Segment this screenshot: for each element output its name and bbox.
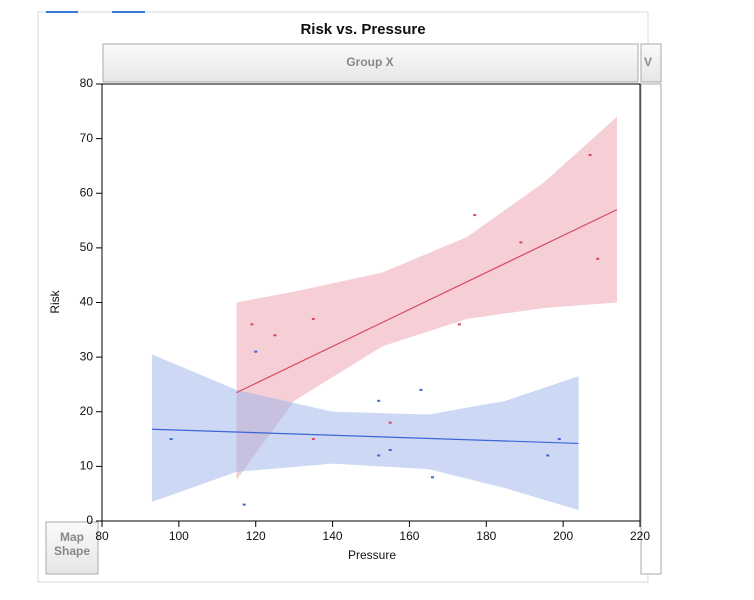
tab-mark (112, 11, 145, 13)
chart-title: Risk vs. Pressure (300, 21, 425, 38)
point (457, 323, 461, 326)
confidence-band (236, 116, 617, 481)
x-axis-label: Pressure (348, 548, 396, 562)
point (311, 317, 315, 320)
x-tick-label: 180 (476, 529, 496, 543)
x-tick-label: 80 (95, 529, 109, 543)
fit-line (151, 428, 579, 445)
x-tick-label: 220 (630, 529, 650, 543)
y-tick-label: 0 (86, 513, 93, 527)
y-tick-label: 40 (80, 295, 94, 309)
point (430, 476, 434, 479)
y-tick-label: 30 (80, 349, 94, 363)
point (596, 257, 600, 260)
confidence-band (151, 354, 579, 511)
point (519, 241, 523, 244)
y-axis-label: Risk (48, 289, 62, 313)
x-tick-label: 120 (246, 529, 266, 543)
point (254, 350, 258, 353)
anchor (0, 0, 1, 1)
point (388, 448, 392, 451)
group-label: Group X (346, 55, 393, 69)
button-wrap: Map Shape (53, 530, 90, 558)
x-tick-label: 200 (553, 529, 573, 543)
map-shape-button[interactable] (45, 521, 99, 575)
point (377, 399, 381, 402)
point (473, 214, 477, 217)
point (388, 421, 392, 424)
y-tick-label: 70 (80, 131, 94, 145)
group-header (102, 43, 639, 83)
point (546, 454, 550, 457)
y-tick-label: 10 (80, 459, 94, 473)
point (377, 454, 381, 457)
y-tick-label: 80 (80, 76, 94, 90)
x-tick-label: 100 (169, 529, 189, 543)
group-label: V (644, 55, 652, 69)
tab-mark (46, 11, 78, 13)
next-panel (640, 83, 662, 575)
fit-line (236, 209, 618, 394)
point (557, 438, 561, 441)
y-tick-label: 50 (80, 240, 94, 254)
y-tick-label: 20 (80, 404, 94, 418)
point (169, 438, 173, 441)
point (250, 323, 254, 326)
point (419, 388, 423, 391)
point (588, 154, 592, 157)
y-tick-label: 60 (80, 185, 94, 199)
x-tick-label: 140 (323, 529, 343, 543)
point (273, 334, 277, 337)
group-header (640, 43, 662, 83)
x-tick-label: 160 (399, 529, 419, 543)
point (311, 438, 315, 441)
button-label: Map Shape (53, 530, 90, 558)
point (242, 503, 246, 506)
